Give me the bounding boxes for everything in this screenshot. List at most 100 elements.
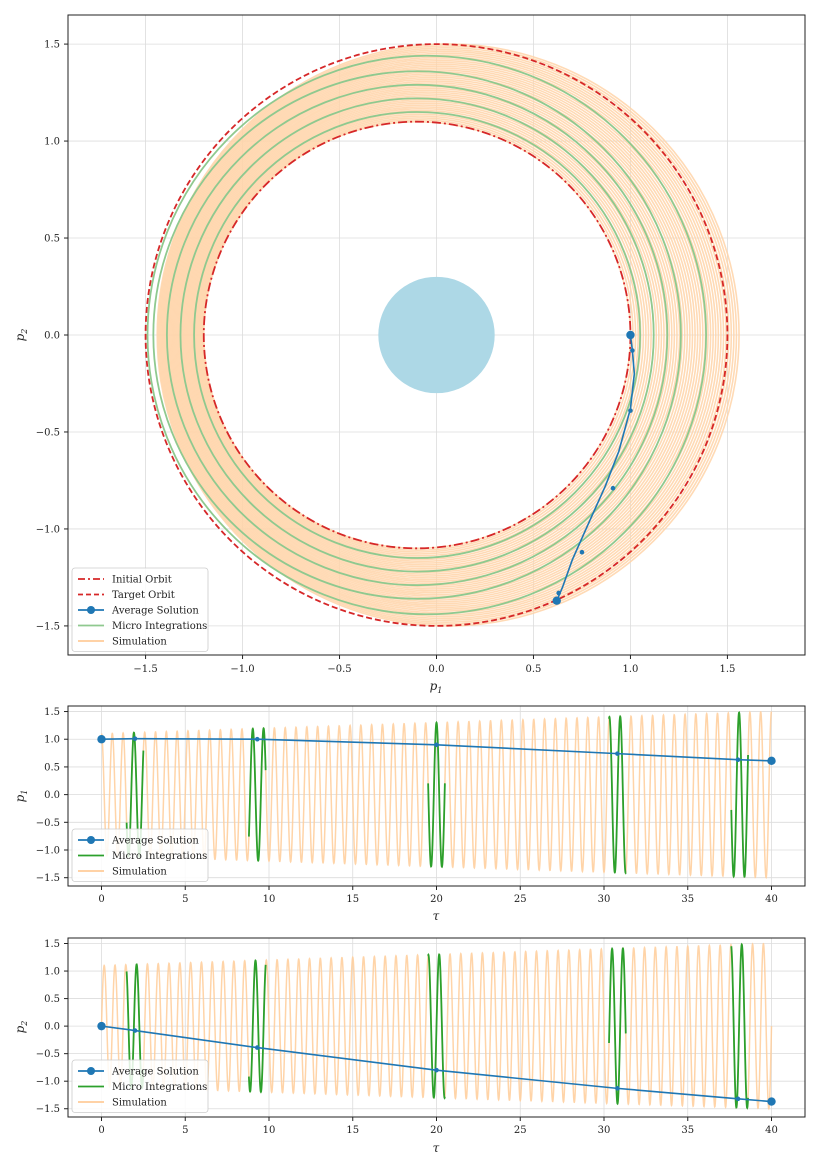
average-solution-marker [615,751,620,756]
simulation-orbit [175,74,696,596]
target-orbit-line [144,43,729,627]
target-orbit [144,43,729,627]
simulation-orbit [199,115,640,555]
simulation-orbit [158,46,735,624]
svg-text:p2: p2 [13,1021,29,1034]
simulation-orbit [190,100,660,570]
average-solution-marker [767,1097,776,1106]
orbit-ticks: −1.5 −1.0 −0.5 0.0 0.5 1.0 1.5 −1.5 −1.0 −0.5 0.0 0… [36,40,736,675]
legend-marker [87,606,95,614]
average-solution-marker [610,485,616,491]
y-tick-label: −1.5 [36,873,60,884]
simulation-orbit [174,72,699,598]
average-solution-marker [579,549,585,555]
legend-label: Initial Orbit [112,575,172,586]
simulation-orbit [176,76,694,594]
p2-xlabel: τ [433,1141,440,1155]
legend-marker [87,1067,95,1075]
micro-orbit [193,111,642,559]
legend-label: Simulation [112,637,167,648]
micro-integration-curve [730,711,749,879]
y-tick-label: −1.0 [36,524,60,535]
simulation-orbit [189,98,663,572]
y-tick-label: −1.0 [36,1077,60,1088]
micro-orbit [146,54,707,616]
micro-orbit [179,97,655,573]
y-tick-label: 0.0 [44,790,60,801]
simulation-orbit [160,50,730,620]
average-solution-line [552,330,636,605]
legend-box [71,828,209,882]
x-tick-label: 10 [263,1125,276,1136]
x-tick-label: 40 [765,1125,778,1136]
p1-plot-panel: 0 5 10 15 20 25 30 35 40 −1.5 −1.0 −0.5 0.0 0.5 1.0 1.5… [13,705,806,923]
simulation-orbit [157,45,738,625]
simulation-orbit [183,87,678,583]
y-tick-label: 1.0 [44,735,60,746]
simulation-orbit [168,63,712,607]
legend-label: Target Orbit [112,590,175,601]
p1-legend: Average Solution Micro Integrations Simula… [71,828,209,882]
simulation-orbit [191,102,658,568]
x-tick-label: −1.0 [230,664,254,675]
y-tick-label: 1.5 [44,707,60,718]
x-tick-label: 25 [514,1125,527,1136]
y-tick-label: 1.5 [44,939,60,950]
simulation-orbit [184,89,676,581]
average-solution-marker [628,408,633,413]
x-tick-label: 30 [598,894,611,905]
planet-circle [378,276,495,394]
y-tick-label: 0.0 [44,331,60,342]
x-tick-label: 35 [681,894,694,905]
x-tick-label: 5 [182,894,188,905]
average-solution-marker [552,596,561,605]
micro-integration-curve [608,946,627,1106]
y-tick-label: 1.0 [44,137,60,148]
legend-box [71,1059,209,1113]
average-solution-marker [630,348,635,353]
svg-text:p1: p1 [13,790,29,803]
average-solution-marker [132,1028,138,1033]
x-tick-label: 30 [598,1125,611,1136]
y-tick-label: 1.0 [44,967,60,978]
simulation-orbit [171,69,704,601]
micro-orbit [166,83,669,587]
orbit-xlabel: p1 [430,679,443,695]
p2-ylabel: p2 [13,1021,29,1034]
p1-xlabel: τ [433,909,440,923]
x-tick-label: 0 [98,1125,104,1136]
simulation-orbit [196,109,647,561]
legend-label: Average Solution [111,836,199,847]
simulation-orbit [161,52,727,618]
simulation-orbit [186,93,671,577]
average-solution-marker [434,742,439,748]
orbit-ylabel: p2 [13,329,29,342]
y-tick-label: −0.5 [36,818,60,829]
legend-label: Micro Integrations [112,851,207,862]
x-tick-label: 0.5 [526,664,542,675]
x-tick-label: 1.5 [719,664,735,675]
p2-micro-integrations [125,942,749,1110]
average-solution-path [556,334,636,602]
average-solution-marker [254,736,260,742]
p2-average-solution-line [97,1021,776,1106]
average-solution-marker [735,1096,741,1102]
y-tick-label: −1.0 [36,846,60,857]
legend-marker [87,836,95,844]
orbit-plot-panel: −1.5 −1.0 −0.5 0.0 0.5 1.0 1.5 −1.5 −1.0 −0.5 0.0 0… [13,14,806,695]
orbit-legend: Initial Orbit Target Orbit Average Solutio… [71,567,209,652]
legend-label: Micro Integrations [112,621,207,632]
average-solution-marker [434,1067,439,1073]
p1-ylabel: p1 [13,790,29,803]
y-tick-label: −1.5 [36,1104,60,1115]
average-solution-marker [767,756,776,766]
simulation-orbit [185,91,673,579]
average-solution-marker [132,736,138,741]
simulation-orbit [159,48,733,622]
x-tick-label: 15 [346,1125,359,1136]
average-solution-marker [615,1086,620,1091]
simulation-orbit [178,80,689,590]
y-tick-label: 0.5 [44,234,60,245]
simulation-orbit [169,65,709,605]
